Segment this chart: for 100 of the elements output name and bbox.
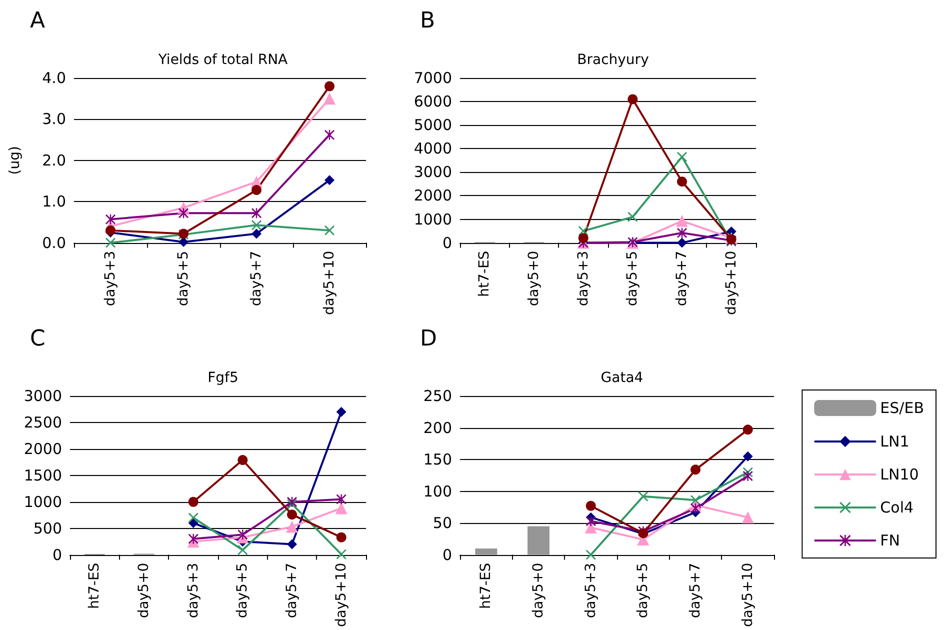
y-tick-label: 0 [442, 546, 452, 564]
legend-label: LN10 [880, 466, 919, 484]
x-tick-label: day5+10 [723, 250, 740, 315]
point [586, 550, 596, 560]
x-tick-label: day5+0 [526, 250, 542, 306]
point [335, 502, 348, 514]
y-tick-label: 2500 [24, 413, 62, 432]
point [324, 175, 334, 186]
y-tick-label: 50 [432, 514, 452, 532]
chart-title: Gata4 [600, 370, 644, 386]
point [252, 228, 262, 239]
x-tick-label: day5+7 [674, 250, 690, 306]
point [324, 130, 334, 140]
y-tick-label: 0.0 [42, 234, 66, 252]
legend-label: FN [880, 532, 900, 550]
x-tick-label: day5+3 [575, 250, 592, 306]
point [178, 208, 188, 218]
point [742, 511, 754, 524]
point [252, 185, 262, 196]
x-tick-label: ht7-ES [86, 562, 103, 609]
chart-title: Brachyury [577, 52, 649, 68]
x-tick-label: day5+5 [176, 250, 192, 306]
x-tick-label: day5+7 [284, 562, 300, 618]
legend-label: Col4 [880, 498, 914, 516]
x-tick-label: ht7-ES [476, 250, 493, 297]
x-tick-label: day5+10 [740, 562, 756, 627]
y-tick-label: 1000 [24, 492, 62, 511]
x-tick-label: day5+5 [234, 562, 251, 618]
x-tick-label: day5+3 [582, 562, 599, 618]
chart-title: Fgf5 [208, 370, 238, 386]
point [238, 455, 248, 466]
point [324, 92, 336, 105]
x-tick-label: day5+10 [322, 250, 338, 315]
y-tick-label: 4000 [414, 140, 452, 158]
legend-label: LN1 [880, 432, 910, 450]
point [638, 491, 648, 502]
point [106, 238, 116, 248]
y-tick-label: 5000 [414, 116, 452, 134]
x-tick-label: day5+0 [530, 562, 546, 618]
point [742, 471, 753, 482]
point [238, 530, 248, 540]
legend-label: ES/EB [880, 399, 924, 417]
y-tick-label: 4.0 [42, 69, 66, 87]
y-tick-label: 150 [423, 450, 452, 469]
text: C [30, 326, 46, 352]
x-tick-label: day5+0 [136, 562, 152, 618]
text: D [420, 326, 437, 352]
point [676, 214, 688, 227]
x-tick-label: day5+3 [102, 250, 118, 306]
point [586, 500, 596, 511]
y-tick-label: 2.0 [42, 151, 66, 170]
y-tick-label: 1000 [414, 210, 452, 228]
point [252, 208, 262, 218]
text: B [420, 8, 436, 34]
point [690, 464, 700, 475]
point [677, 238, 687, 248]
point [324, 225, 334, 236]
x-tick-label: ht7-ES [478, 562, 494, 609]
point [578, 233, 588, 244]
y-tick-label: 7000 [414, 69, 452, 87]
point [336, 406, 346, 417]
point [742, 424, 753, 435]
y-tick-label: 3000 [414, 163, 452, 182]
y-tick-label: 0 [52, 546, 62, 564]
y-tick-label: 2000 [414, 186, 452, 205]
y-tick-label: 200 [423, 418, 452, 437]
point [106, 225, 116, 236]
point [586, 516, 596, 526]
point [677, 152, 687, 162]
y-tick-label: 250 [423, 387, 452, 405]
x-tick-label: day5+10 [333, 562, 350, 627]
y-axis-title: (ug) [7, 146, 23, 175]
point [628, 94, 638, 104]
point [584, 521, 597, 534]
x-tick-label: day5+7 [248, 250, 264, 306]
point [252, 220, 262, 230]
point [336, 494, 346, 504]
y-tick-label: 2000 [24, 440, 62, 458]
point [336, 549, 346, 560]
point [677, 176, 687, 187]
y-tick-label: 1500 [24, 466, 62, 484]
chart-title: Yields of total RNA [157, 52, 288, 68]
x-tick-label: day5+5 [635, 562, 652, 618]
y-tick-label: 6000 [414, 92, 452, 111]
point [336, 532, 346, 542]
x-tick-label: day5+7 [688, 562, 704, 618]
point [287, 539, 297, 550]
point [188, 496, 198, 507]
point [324, 81, 334, 92]
y-tick-label: 500 [33, 519, 62, 538]
point [188, 512, 198, 523]
point [742, 451, 753, 462]
point [677, 228, 687, 238]
point [106, 214, 116, 224]
text: A [30, 8, 46, 34]
point [188, 534, 198, 544]
y-tick-label: 100 [423, 482, 452, 500]
point [287, 510, 297, 520]
y-tick-label: 1.0 [42, 192, 66, 211]
point [628, 212, 638, 222]
